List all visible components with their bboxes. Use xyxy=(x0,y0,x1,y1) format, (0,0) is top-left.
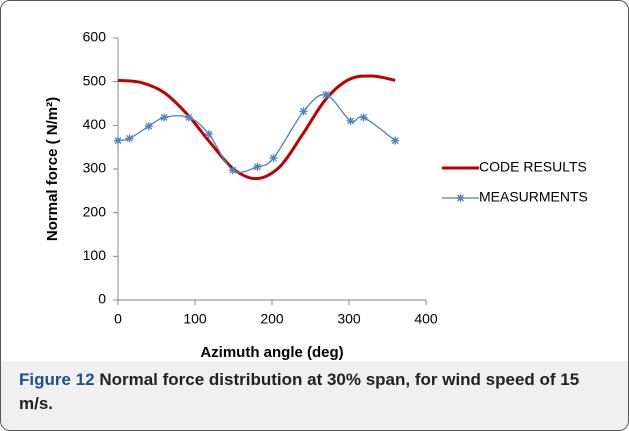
legend-label: MEASURMENTS xyxy=(479,189,588,205)
legend-label: CODE RESULTS xyxy=(479,159,587,175)
x-tick-label: 100 xyxy=(183,311,207,327)
x-tick-label: 400 xyxy=(414,311,438,327)
y-tick-label: 600 xyxy=(83,29,107,45)
caption-text: Normal force distribution at 30% span, f… xyxy=(19,370,580,413)
caption: Figure 12 Normal force distribution at 3… xyxy=(19,368,609,416)
marker xyxy=(125,134,134,143)
y-axis-label: Normal force ( N/m²) xyxy=(44,97,61,241)
marker xyxy=(114,136,122,145)
marker xyxy=(299,107,308,116)
marker xyxy=(253,162,262,171)
x-axis-label: Azimuth angle (deg) xyxy=(200,344,343,361)
marker xyxy=(184,113,193,122)
y-tick-label: 300 xyxy=(83,160,107,176)
y-tick-label: 100 xyxy=(83,247,107,263)
x-tick-label: 200 xyxy=(260,311,284,327)
marker xyxy=(204,130,213,139)
y-tick-label: 200 xyxy=(83,203,107,219)
x-tick-label: 0 xyxy=(114,311,122,327)
marker xyxy=(228,166,237,175)
y-tick-label: 400 xyxy=(83,116,107,132)
caption-area xyxy=(1,361,628,430)
marker xyxy=(359,113,368,122)
marker xyxy=(160,113,169,122)
caption-label: Figure 12 xyxy=(19,370,95,389)
marker xyxy=(321,90,330,99)
y-tick-label: 0 xyxy=(98,291,106,307)
marker xyxy=(346,116,355,125)
y-tick-label: 500 xyxy=(83,72,107,88)
series-line xyxy=(117,93,396,174)
chart: Azimuth angle (deg) Normal force ( N/m²)… xyxy=(44,29,588,361)
marker xyxy=(269,154,278,163)
series-line xyxy=(117,74,396,181)
marker xyxy=(391,136,400,145)
marker xyxy=(144,122,153,131)
legend-marker xyxy=(456,194,465,202)
x-tick-label: 300 xyxy=(337,311,361,327)
